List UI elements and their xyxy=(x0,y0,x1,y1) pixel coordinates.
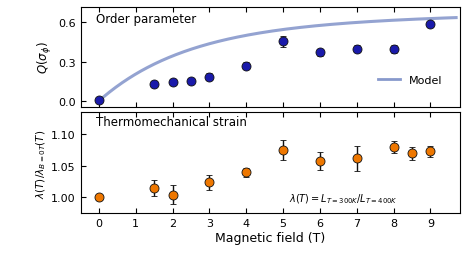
Y-axis label: $\lambda(T)/\lambda_{B=0T}(T)$: $\lambda(T)/\lambda_{B=0T}(T)$ xyxy=(35,129,48,198)
Y-axis label: $Q(\sigma_\phi)$: $Q(\sigma_\phi)$ xyxy=(36,42,54,74)
Text: Order parameter: Order parameter xyxy=(96,13,196,26)
Legend: Model: Model xyxy=(373,72,447,90)
Text: Thermomechanical strain: Thermomechanical strain xyxy=(96,116,246,129)
X-axis label: Magnetic field (T): Magnetic field (T) xyxy=(215,231,325,244)
Text: $\lambda(T)=L_{T=300K}/L_{T=400K}$: $\lambda(T)=L_{T=300K}/L_{T=400K}$ xyxy=(289,192,398,205)
